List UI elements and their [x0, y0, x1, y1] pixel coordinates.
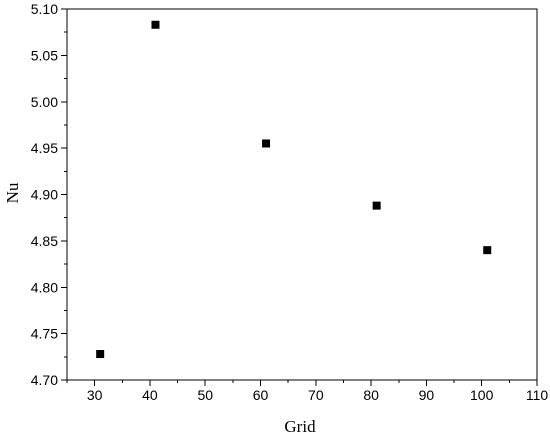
- data-point: [151, 20, 160, 29]
- plot-frame: [66, 8, 538, 381]
- x-tick-label: 110: [526, 387, 549, 403]
- x-tick-label: 100: [470, 387, 494, 403]
- x-tick-label: 30: [87, 387, 103, 403]
- x-tick-label: 80: [363, 387, 379, 403]
- y-tick-label: 4.70: [31, 372, 58, 388]
- data-point: [483, 246, 492, 255]
- x-tick-label: 60: [253, 387, 269, 403]
- x-tick-label: 90: [419, 387, 435, 403]
- y-tick-label: 5.10: [31, 1, 58, 17]
- x-tick-label: 50: [197, 387, 213, 403]
- x-tick-label: 70: [308, 387, 324, 403]
- y-tick-label: 5.00: [31, 94, 58, 110]
- y-tick-label: 4.80: [31, 279, 58, 295]
- y-tick-label: 4.95: [31, 140, 58, 156]
- x-tick-label: 40: [142, 387, 158, 403]
- y-tick-label: 5.05: [31, 47, 58, 63]
- y-tick-label: 4.90: [31, 187, 58, 203]
- y-tick-label: 4.75: [31, 326, 58, 342]
- data-point: [372, 201, 381, 210]
- data-point: [96, 350, 105, 359]
- y-axis-title: Nu: [3, 182, 22, 203]
- plot-area: 30 40 50 60 70 80 90 100 110 4.70 4.75 4.80 4.85 4.90…: [31, 1, 549, 403]
- y-tick-label: 4.85: [31, 233, 58, 249]
- x-axis-title: Grid: [284, 417, 316, 436]
- data-point: [262, 139, 271, 148]
